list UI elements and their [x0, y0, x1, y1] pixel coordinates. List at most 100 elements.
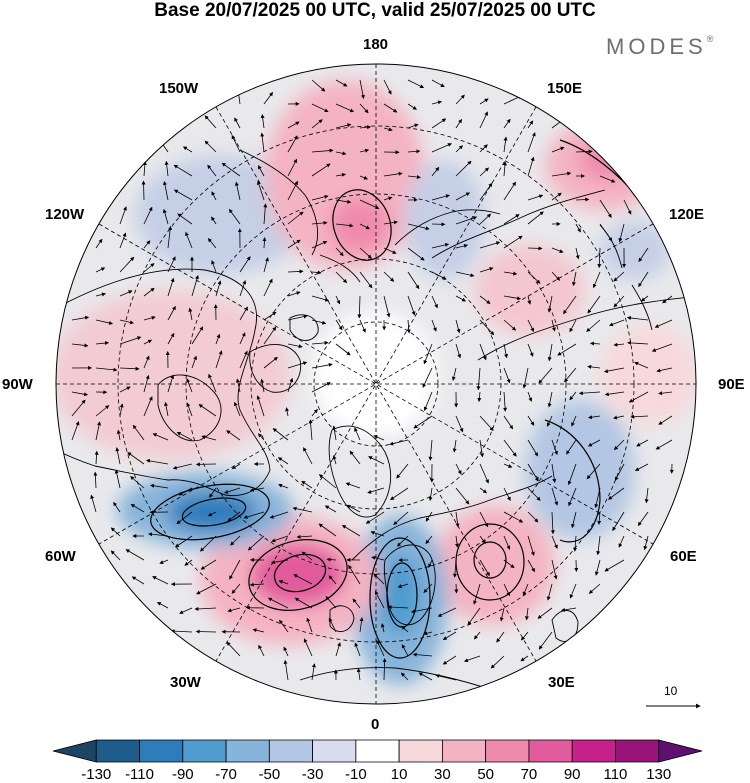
- wind-vector: [311, 148, 334, 153]
- wind-vector: [618, 535, 625, 548]
- wind-vector: [407, 223, 430, 231]
- wind-vector: [613, 439, 625, 451]
- wind-vector: [311, 79, 326, 92]
- wind-vector: [431, 79, 445, 88]
- meridian-60-120: [98, 223, 654, 545]
- wind-vector: [328, 617, 337, 633]
- colorbar-segment: [139, 739, 184, 763]
- wind-vector: [215, 333, 221, 345]
- wind-vector: [571, 415, 577, 427]
- wind-vector: [575, 223, 581, 233]
- wind-vector: [383, 103, 398, 113]
- wind-vector: [115, 447, 121, 465]
- wind-vector: [90, 494, 97, 513]
- wind-vector: [239, 306, 248, 321]
- shade-west-siberia-negative: [525, 400, 635, 540]
- wind-vector: [613, 415, 625, 420]
- wind-vector: [335, 343, 351, 356]
- wind-vector: [393, 511, 409, 526]
- wind-vector: [538, 367, 553, 384]
- wind-vectors: [71, 79, 674, 681]
- wind-vector: [503, 181, 516, 201]
- wind-vector: [407, 247, 425, 261]
- wind-vector: [119, 290, 133, 297]
- colorbar-tick-label: 70: [520, 766, 538, 783]
- wind-vector: [503, 235, 523, 249]
- wind-vector: [211, 260, 217, 273]
- wind-vector: [226, 430, 241, 441]
- wind-vector: [182, 146, 193, 153]
- wind-vector: [287, 343, 303, 349]
- wind-vector: [335, 151, 347, 156]
- wind-vector: [365, 511, 385, 524]
- wind-vector: [401, 644, 409, 657]
- lon-label-60w: 60W: [45, 548, 76, 565]
- wind-vector: [348, 564, 361, 585]
- wind-vector: [249, 582, 265, 587]
- colorbar-tick-label: 30: [434, 766, 451, 783]
- wind-vector: [503, 136, 508, 153]
- wind-vector: [609, 319, 625, 327]
- wind-vector: [229, 559, 241, 580]
- wind-vector: [162, 208, 169, 225]
- modes-logo: MODES®: [606, 34, 713, 60]
- wind-vector: [272, 428, 289, 441]
- wind-vector: [335, 103, 355, 113]
- wind-vector: [359, 79, 365, 99]
- wind-vector: [662, 295, 673, 304]
- wind-vector: [194, 606, 217, 611]
- wind-vector: [502, 161, 507, 177]
- wind-vector: [597, 247, 602, 269]
- wind-vector: [407, 149, 421, 154]
- wind-vector: [578, 391, 601, 396]
- wind-vector: [130, 476, 145, 489]
- wind-vector: [164, 160, 169, 177]
- wind-vector: [590, 341, 601, 346]
- wind-vector: [503, 214, 520, 225]
- wind-vector: [311, 103, 329, 113]
- wind-vector: [318, 474, 337, 489]
- wind-vector: [301, 551, 313, 561]
- wind-vector: [423, 583, 433, 593]
- wind-vector: [352, 598, 361, 609]
- wind-vector: [479, 241, 501, 249]
- wind-vector: [571, 511, 577, 529]
- wind-vector: [655, 439, 673, 450]
- colorbar-tick-label: 130: [646, 766, 672, 783]
- wind-vector: [359, 199, 380, 210]
- wind-vector: [311, 163, 331, 177]
- wind-vector: [125, 549, 145, 561]
- wind-vector: [435, 674, 457, 681]
- wind-vector: [177, 213, 193, 225]
- wind-vector: [359, 125, 372, 130]
- wind-vector: [551, 146, 565, 153]
- wind-vector: [442, 655, 457, 665]
- wind-vector: [207, 511, 217, 517]
- wind-vector: [170, 629, 193, 634]
- wind-vector: [479, 343, 487, 361]
- wind-vector: [656, 367, 673, 373]
- wind-vector: [503, 583, 510, 597]
- wind-vector: [634, 361, 649, 369]
- wind-vector: [604, 391, 625, 397]
- wind-vector: [119, 232, 127, 249]
- wind-vector: [263, 356, 278, 369]
- wind-vector: [428, 439, 433, 461]
- wind-vector: [428, 559, 433, 568]
- wind-vector: [110, 550, 121, 561]
- wind-vector: [431, 100, 442, 105]
- wind-vector: [196, 583, 217, 595]
- wind-vector: [287, 180, 298, 201]
- colorbar-tick-label: -50: [258, 766, 281, 783]
- wind-vector: [626, 316, 649, 321]
- wind-vector: [233, 401, 241, 417]
- wind-vector: [520, 655, 529, 662]
- wind-vector: [407, 175, 421, 180]
- wind-vector: [211, 191, 217, 201]
- wind-vector: [407, 79, 425, 89]
- wind-vector: [311, 220, 328, 225]
- wind-vector: [604, 559, 625, 572]
- wind-vector: [201, 435, 217, 441]
- wind-vector: [176, 511, 193, 525]
- lon-label-120w: 120W: [45, 206, 85, 223]
